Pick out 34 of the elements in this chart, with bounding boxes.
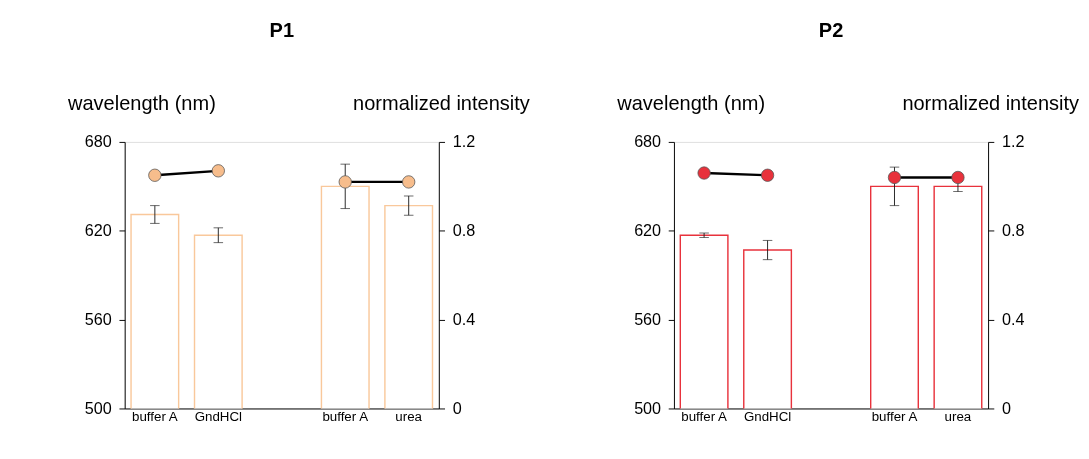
chart-title: P1 <box>269 19 294 42</box>
point <box>338 175 352 189</box>
x-tick-label: urea <box>395 409 423 425</box>
y2-tick-label: 0.4 <box>1001 309 1025 328</box>
x-tick-label: buffer A <box>322 409 369 425</box>
y2-tick-label: 0.8 <box>1001 221 1025 240</box>
y-tick-label: 500 <box>634 398 662 417</box>
y2-axis-title: normalized intensity <box>902 92 1079 115</box>
point <box>402 175 416 189</box>
y-tick-label: 680 <box>84 132 112 151</box>
x-tick-label: GndHCl <box>743 409 792 425</box>
y-tick-label: 620 <box>634 221 662 240</box>
y-axis-title: wavelength (nm) <box>616 92 766 115</box>
y2-tick-label: 1.2 <box>1001 132 1025 151</box>
chart-title: P2 <box>818 19 844 42</box>
point <box>211 164 225 178</box>
y2-tick-label: 0.8 <box>452 221 476 240</box>
y-axis-title: wavelength (nm) <box>67 92 216 115</box>
y-tick-label: 560 <box>634 309 662 328</box>
x-tick-label: buffer A <box>132 409 178 425</box>
y2-tick-label: 0.4 <box>452 309 476 328</box>
y-tick-label: 680 <box>634 132 662 151</box>
x-tick-label: GndHCl <box>194 409 243 425</box>
y2-tick-label: 1.2 <box>452 132 476 151</box>
y2-tick-label: 0 <box>452 398 462 417</box>
y-tick-label: 560 <box>84 309 112 328</box>
point <box>148 168 162 182</box>
y-tick-label: 500 <box>84 398 112 417</box>
x-tick-label: buffer A <box>871 409 918 425</box>
x-tick-label: buffer A <box>681 409 728 425</box>
x-tick-label: urea <box>944 409 972 425</box>
y2-tick-label: 0 <box>1001 398 1011 417</box>
y-tick-label: 620 <box>84 221 112 240</box>
y2-axis-title: normalized intensity <box>353 92 530 115</box>
